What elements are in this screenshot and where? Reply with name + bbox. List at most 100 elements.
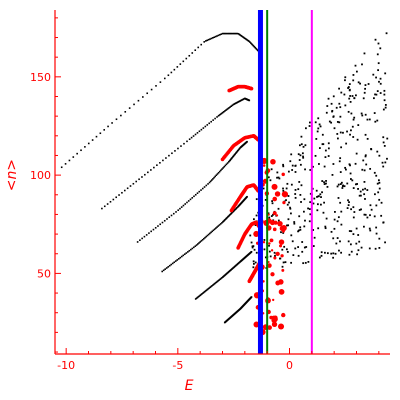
- black-scatter-point: [344, 104, 347, 107]
- black-scatter-point: [351, 125, 354, 128]
- black-curve-point: [254, 46, 256, 49]
- black-scatter-point: [297, 188, 300, 191]
- black-scatter-point: [384, 106, 387, 109]
- black-curve-point: [153, 166, 155, 169]
- black-curve-point: [141, 176, 143, 178]
- black-scatter-point: [373, 112, 376, 114]
- black-scatter-point: [287, 224, 290, 227]
- black-scatter-point: [385, 32, 388, 35]
- black-scatter-point: [377, 69, 380, 72]
- black-curve-point: [120, 114, 122, 117]
- black-scatter-point: [351, 179, 354, 182]
- black-scatter-point: [386, 137, 389, 140]
- black-scatter-point: [345, 142, 348, 145]
- black-scatter-point: [353, 97, 356, 100]
- black-scatter-point: [268, 216, 271, 219]
- black-curve-point: [171, 262, 174, 265]
- black-scatter-point: [356, 253, 359, 256]
- black-scatter-point: [252, 245, 255, 247]
- black-scatter-point: [374, 93, 376, 96]
- black-scatter-point: [355, 152, 358, 155]
- black-curve-point: [225, 109, 227, 111]
- black-curve-point: [177, 258, 180, 260]
- black-scatter-point: [280, 231, 282, 234]
- red-scatter-point: [275, 214, 279, 217]
- black-curve-point: [227, 161, 230, 163]
- black-scatter-point: [292, 254, 295, 257]
- black-scatter-point: [361, 114, 364, 117]
- black-curve-point: [162, 159, 164, 162]
- black-scatter-point: [382, 108, 385, 111]
- black-scatter-point: [355, 227, 358, 230]
- black-curve-point: [198, 242, 200, 244]
- black-scatter-point: [355, 94, 357, 97]
- red-scatter-point: [274, 191, 281, 197]
- black-scatter-point: [319, 193, 322, 196]
- black-scatter-point: [317, 127, 320, 130]
- black-curve-point: [155, 85, 157, 87]
- black-curve-point: [191, 52, 194, 54]
- y-tick-label: 150: [30, 71, 51, 84]
- black-scatter-point: [263, 239, 266, 241]
- black-scatter-point: [381, 161, 384, 164]
- black-scatter-point: [268, 244, 270, 247]
- black-scatter-point: [299, 154, 302, 157]
- red-scatter-point: [272, 298, 275, 302]
- black-scatter-point: [282, 163, 284, 166]
- black-curve-point: [176, 66, 179, 68]
- black-curve-point: [204, 125, 207, 128]
- black-scatter-point: [340, 91, 343, 94]
- black-curve-point: [208, 287, 211, 289]
- black-curve-point: [217, 225, 220, 227]
- black-scatter-point: [291, 164, 294, 167]
- black-scatter-point: [277, 207, 280, 210]
- black-curve-point: [215, 227, 217, 229]
- black-scatter-point: [323, 181, 325, 184]
- black-curve-point: [220, 169, 222, 172]
- black-curve-point: [247, 39, 249, 42]
- red-scatter-point: [278, 289, 285, 295]
- black-scatter-point: [376, 150, 379, 153]
- black-curve-point: [203, 41, 206, 43]
- black-curve-point: [115, 196, 118, 199]
- black-curve-point: [201, 293, 203, 295]
- black-scatter-point: [378, 80, 380, 83]
- black-curve-point: [203, 186, 206, 188]
- black-curve-point: [200, 240, 203, 242]
- black-scatter-point: [361, 63, 363, 66]
- black-scatter-point: [374, 193, 376, 196]
- black-scatter-point: [372, 73, 375, 76]
- red-scatter-point: [273, 317, 278, 322]
- black-curve-point: [191, 247, 194, 250]
- black-scatter-point: [330, 102, 333, 105]
- black-curve-point: [202, 292, 204, 294]
- black-scatter-point: [271, 202, 274, 205]
- black-curve-point: [159, 161, 161, 164]
- black-scatter-point: [354, 162, 357, 165]
- black-scatter-point: [290, 212, 292, 215]
- black-scatter-point: [374, 38, 377, 41]
- black-curve-point: [212, 37, 214, 39]
- black-scatter-point: [349, 172, 352, 175]
- black-scatter-point: [327, 147, 330, 150]
- black-scatter-point: [313, 236, 316, 239]
- black-curve-point: [221, 111, 224, 114]
- black-scatter-point: [382, 165, 385, 168]
- black-scatter-point: [286, 251, 289, 253]
- black-scatter-point: [375, 174, 378, 177]
- black-scatter-point: [366, 216, 369, 219]
- black-scatter-point: [302, 156, 305, 159]
- black-scatter-point: [300, 135, 303, 138]
- black-curve-point: [123, 189, 126, 192]
- black-scatter-point: [358, 194, 361, 197]
- black-scatter-point: [254, 261, 257, 264]
- black-scatter-point: [273, 251, 276, 254]
- black-scatter-point: [337, 197, 340, 199]
- black-curve-point: [219, 113, 222, 115]
- black-scatter-point: [324, 156, 327, 159]
- black-scatter-point: [299, 144, 301, 147]
- black-scatter-point: [264, 256, 267, 259]
- black-curve-point: [99, 132, 102, 135]
- black-scatter-point: [304, 144, 307, 147]
- black-curve-point: [216, 226, 218, 228]
